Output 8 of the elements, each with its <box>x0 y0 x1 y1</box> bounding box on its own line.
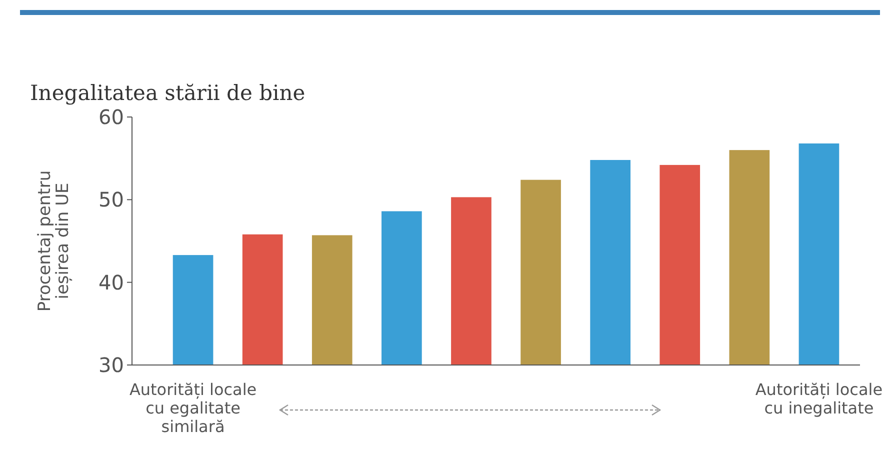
y-tick-label: 30 <box>98 353 124 377</box>
y-tick-label: 60 <box>98 105 124 129</box>
x-tick-label: Autorități locale cu egalitate similară <box>129 380 257 436</box>
y-tick-label: 40 <box>98 270 124 294</box>
chart-title: Inegalitatea stării de bine <box>30 81 306 105</box>
x-tick-label: Autorități locale cu inegalitate <box>755 380 883 418</box>
y-tick-label: 50 <box>98 188 124 212</box>
y-axis-title: Procentaj pentru ieșirea din UE <box>35 170 73 312</box>
